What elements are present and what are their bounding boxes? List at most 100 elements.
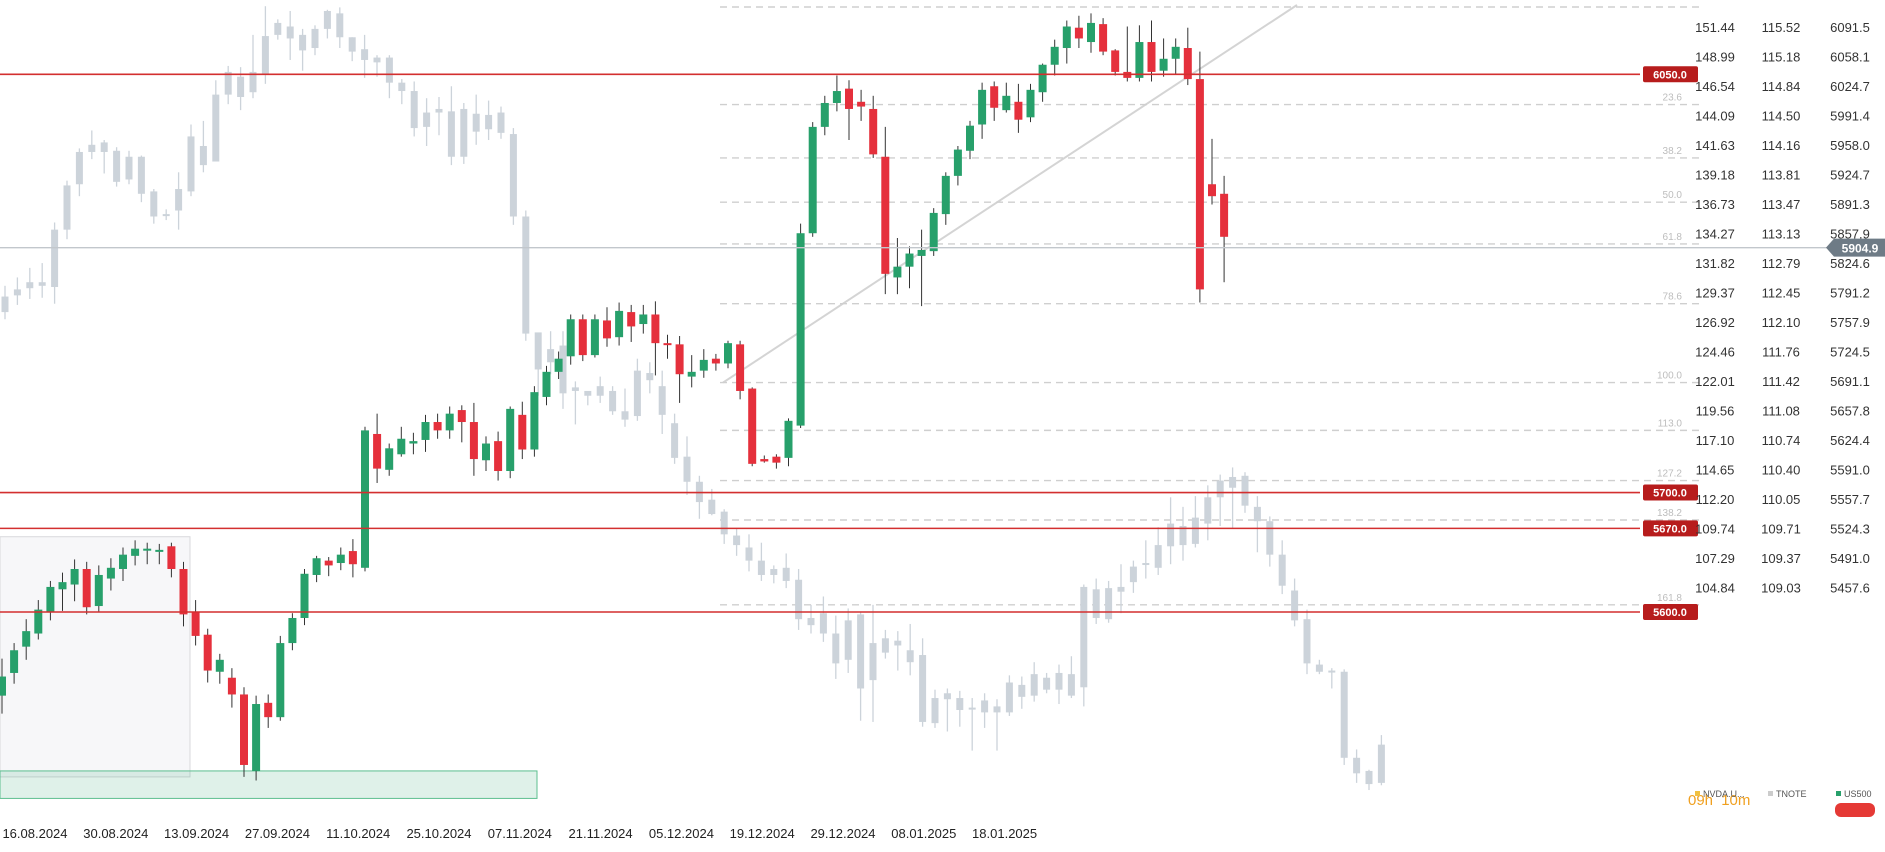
bullish-candle[interactable] (300, 568, 309, 626)
bearish-candle[interactable] (1220, 175, 1229, 283)
bullish-candle[interactable] (1087, 13, 1095, 53)
bearish-candle[interactable] (264, 694, 273, 728)
bearish-candle[interactable] (1014, 83, 1023, 133)
bullish-candle[interactable] (276, 635, 285, 721)
bullish-candle[interactable] (905, 246, 914, 289)
bearish-candle[interactable] (457, 405, 466, 443)
bullish-candle[interactable] (530, 386, 539, 457)
bearish-candle[interactable] (736, 340, 745, 400)
bullish-candle[interactable] (143, 542, 152, 565)
bullish-candle[interactable] (929, 208, 938, 256)
bullish-candle[interactable] (361, 426, 369, 572)
bullish-candle[interactable] (1135, 25, 1144, 82)
bearish-candle[interactable] (82, 561, 91, 615)
bullish-candle[interactable] (70, 559, 79, 602)
bullish-candle[interactable] (699, 349, 708, 378)
bearish-candle[interactable] (1195, 51, 1204, 303)
bearish-candle[interactable] (494, 431, 503, 481)
bullish-candle[interactable] (1062, 20, 1071, 64)
bearish-candle[interactable] (433, 413, 442, 439)
bullish-candle[interactable] (832, 75, 841, 112)
trend-line[interactable] (722, 4, 1298, 384)
bearish-candle[interactable] (748, 387, 757, 467)
bearish-candle[interactable] (627, 304, 636, 342)
demand-zone[interactable] (0, 770, 538, 799)
bullish-candle[interactable] (953, 145, 962, 186)
bullish-candle[interactable] (482, 436, 490, 472)
bullish-candle[interactable] (941, 172, 950, 225)
bearish-candle[interactable] (203, 628, 212, 683)
bullish-candle[interactable] (820, 95, 829, 136)
bullish-candle[interactable] (409, 432, 418, 455)
bullish-candle[interactable] (119, 547, 127, 581)
bullish-candle[interactable] (312, 555, 321, 583)
bullish-candle[interactable] (590, 314, 599, 358)
bullish-candle[interactable] (336, 547, 345, 571)
bearish-candle[interactable] (1183, 27, 1192, 86)
bearish-candle[interactable] (1147, 20, 1156, 82)
bearish-candle[interactable] (857, 89, 866, 121)
bullish-candle[interactable] (421, 414, 430, 452)
bullish-candle[interactable] (1026, 83, 1035, 123)
bearish-candle[interactable] (1099, 18, 1108, 56)
bearish-candle[interactable] (869, 95, 878, 158)
bearish-candle[interactable] (760, 455, 769, 463)
bullish-candle[interactable] (155, 543, 164, 565)
price-level-tag[interactable] (1643, 604, 1698, 621)
bullish-candle[interactable] (0, 658, 6, 714)
legend-item[interactable]: NVDA.U... (1695, 789, 1745, 799)
bearish-candle[interactable] (603, 307, 611, 347)
price-level-tag[interactable] (1643, 66, 1698, 83)
bullish-candle[interactable] (131, 540, 140, 566)
bearish-candle[interactable] (578, 314, 587, 362)
bearish-candle[interactable] (711, 353, 720, 371)
bearish-candle[interactable] (240, 687, 248, 777)
bullish-candle[interactable] (917, 229, 926, 307)
bearish-candle[interactable] (518, 401, 527, 460)
bearish-candle[interactable] (348, 539, 357, 578)
bearish-candle[interactable] (663, 334, 672, 359)
bullish-candle[interactable] (1171, 38, 1180, 75)
bearish-candle[interactable] (179, 561, 188, 627)
legend-item[interactable]: US500 (1836, 789, 1872, 799)
us500-toggle-button[interactable] (1835, 803, 1875, 817)
legend-item[interactable]: TNOTE (1768, 789, 1807, 799)
bearish-candle[interactable] (845, 80, 853, 141)
price-level-tag[interactable] (1643, 520, 1698, 537)
bullish-candle[interactable] (796, 223, 805, 428)
bearish-candle[interactable] (1208, 138, 1216, 205)
bullish-candle[interactable] (1038, 63, 1047, 102)
bullish-candle[interactable] (34, 600, 43, 640)
bearish-candle[interactable] (990, 81, 999, 121)
bullish-candle[interactable] (58, 572, 67, 611)
bullish-candle[interactable] (445, 406, 454, 439)
bullish-candle[interactable] (252, 695, 261, 781)
bearish-candle[interactable] (167, 542, 176, 578)
bullish-candle[interactable] (94, 565, 103, 613)
bearish-candle[interactable] (1074, 15, 1083, 49)
bullish-candle[interactable] (22, 619, 31, 660)
bullish-candle[interactable] (106, 558, 115, 591)
bullish-candle[interactable] (506, 406, 515, 479)
bullish-candle[interactable] (639, 304, 648, 334)
bullish-candle[interactable] (542, 365, 551, 406)
bullish-candle[interactable] (687, 355, 696, 388)
bullish-candle[interactable] (554, 351, 563, 380)
bearish-candle[interactable] (373, 413, 382, 483)
bearish-candle[interactable] (227, 668, 236, 708)
bullish-candle[interactable] (566, 314, 575, 365)
bullish-candle[interactable] (288, 613, 297, 651)
bullish-candle[interactable] (10, 643, 19, 684)
bullish-candle[interactable] (1159, 38, 1168, 77)
bullish-candle[interactable] (46, 580, 55, 621)
bullish-candle[interactable] (978, 82, 987, 139)
bullish-candle[interactable] (615, 302, 624, 346)
bullish-candle[interactable] (724, 340, 732, 369)
bearish-candle[interactable] (651, 301, 660, 376)
bearish-candle[interactable] (1111, 49, 1120, 76)
bullish-candle[interactable] (966, 120, 974, 160)
bullish-candle[interactable] (385, 443, 394, 476)
bullish-candle[interactable] (784, 418, 793, 467)
